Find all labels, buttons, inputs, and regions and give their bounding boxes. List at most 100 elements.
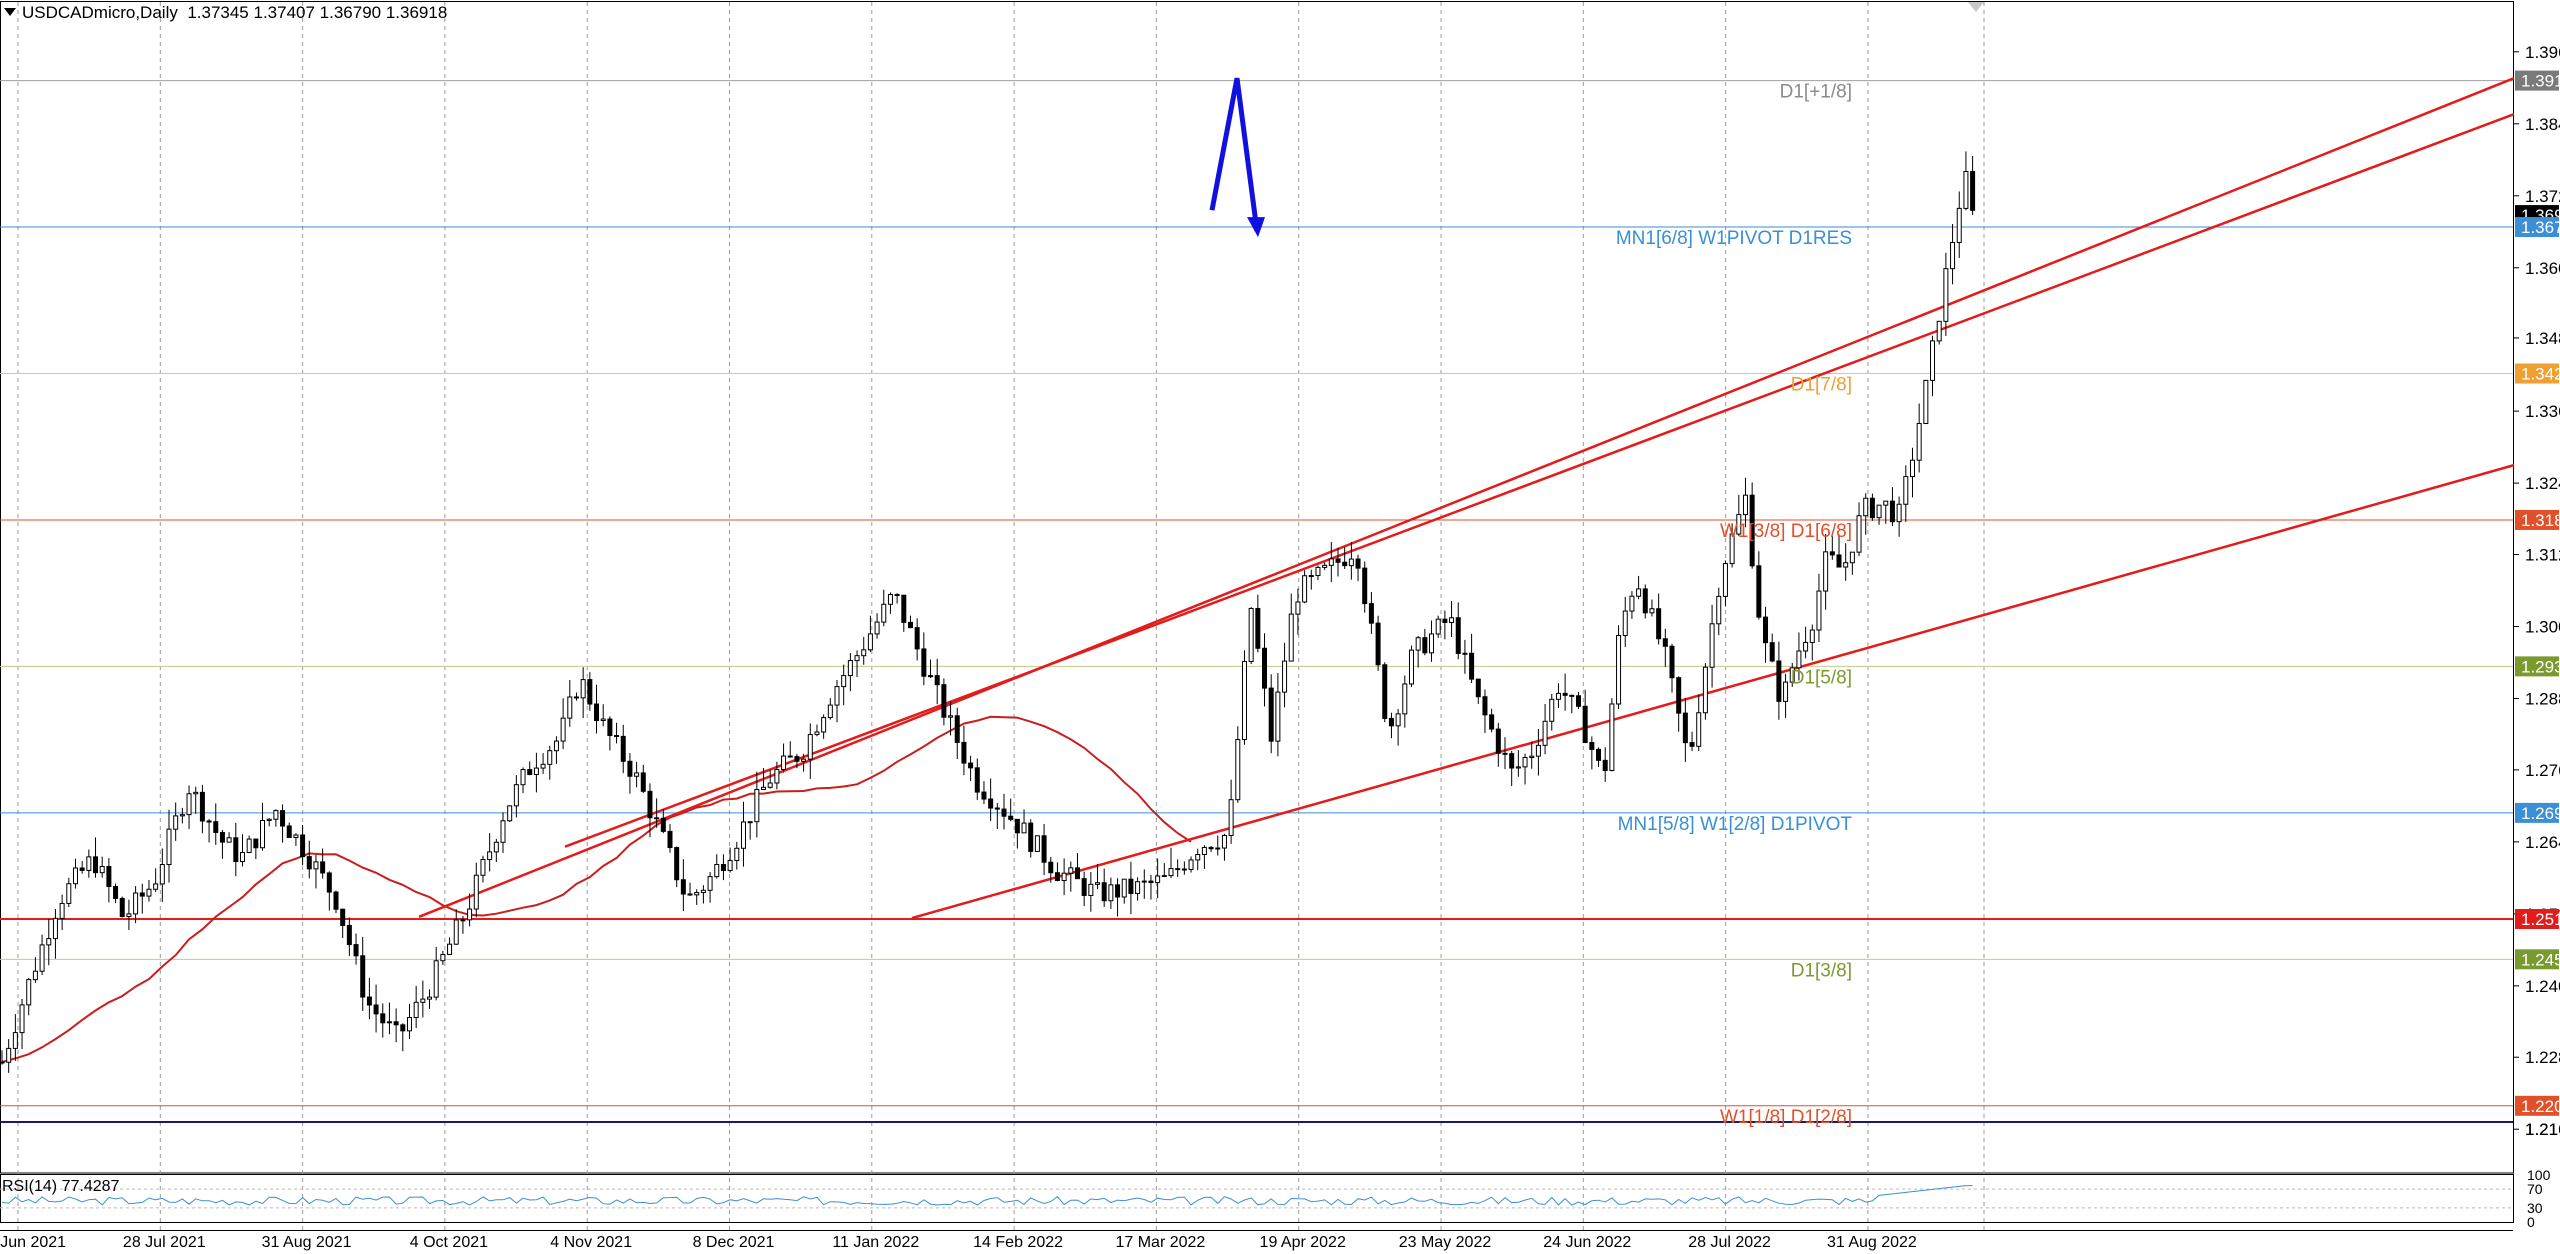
- candle-body: [1315, 566, 1321, 577]
- candle-body: [1328, 558, 1334, 566]
- candle-body: [1696, 712, 1702, 747]
- price-tick-label: 1.30060: [2525, 617, 2560, 636]
- price-tick-label: 1.21680: [2525, 1120, 2560, 1139]
- candle-body: [253, 838, 259, 849]
- candle-body: [1742, 494, 1748, 516]
- candle-body: [1235, 739, 1241, 801]
- candle-body: [1308, 575, 1314, 578]
- ma-line: [1, 715, 1192, 1063]
- candle-body: [727, 860, 733, 871]
- candle-body: [1876, 504, 1882, 519]
- candle-body: [614, 735, 620, 738]
- rsi-tick-label: 70: [2527, 1181, 2543, 1197]
- candle-body: [674, 847, 680, 881]
- candle-body: [700, 889, 706, 894]
- candle-body: [1462, 652, 1468, 655]
- candle-body: [1355, 558, 1361, 569]
- candle-body: [1148, 880, 1154, 884]
- candle-body: [694, 892, 700, 896]
- candle-body: [1342, 561, 1348, 567]
- time-tick-label: 23 May 2022: [1399, 1234, 1492, 1251]
- candle-body: [1108, 884, 1114, 902]
- candle-body: [981, 791, 987, 800]
- candle-body: [1702, 666, 1708, 714]
- arrow-path: [1209, 77, 1260, 232]
- candle-body: [119, 897, 125, 917]
- candle-body: [907, 621, 913, 629]
- candle-body: [86, 856, 92, 871]
- candle-body: [754, 788, 760, 823]
- candle-body: [1221, 834, 1227, 849]
- level-label: W1[1/8] D1[2/8]: [1720, 1107, 1852, 1128]
- candle-body: [1295, 601, 1301, 615]
- candle-body: [79, 867, 85, 871]
- forecast-arrow: [1209, 77, 1265, 238]
- candle-body: [1803, 641, 1809, 652]
- price-tag-value: 1.31836: [2521, 511, 2560, 530]
- candle-body: [1662, 638, 1668, 647]
- candle-body: [139, 892, 145, 897]
- candle-body: [1021, 822, 1027, 834]
- candle-body: [1201, 846, 1207, 855]
- candle-body: [380, 1013, 386, 1024]
- candle-body: [1903, 476, 1909, 505]
- level-lines: [0, 80, 2513, 1124]
- price-tag-value: 1.25184: [2521, 910, 2560, 929]
- candle-body: [306, 856, 312, 870]
- candle-body: [901, 594, 907, 623]
- candle-body: [333, 891, 339, 910]
- candle-body: [714, 864, 720, 878]
- price-tick-label: 1.37240: [2525, 187, 2560, 206]
- time-tick-label: 14 Feb 2022: [973, 1234, 1063, 1251]
- candle-body: [928, 675, 934, 678]
- candle-body: [320, 861, 326, 874]
- candle-body: [1783, 681, 1789, 702]
- candle-body: [1722, 563, 1728, 597]
- candle-body: [1041, 835, 1047, 863]
- candle-body: [1175, 868, 1181, 871]
- level-label: D1[+1/8]: [1780, 82, 1852, 103]
- candle-body: [1923, 379, 1929, 424]
- candle-body: [1115, 884, 1121, 898]
- candle-body: [1101, 882, 1107, 902]
- candle-body: [1636, 588, 1642, 597]
- candle-body: [453, 919, 459, 945]
- candle-body: [767, 782, 773, 788]
- level-label: MN1[5/8] W1[2/8] D1PIVOT: [1618, 814, 1853, 835]
- candle-body: [106, 866, 112, 887]
- candle-body: [1215, 847, 1221, 850]
- candle-body: [447, 943, 453, 955]
- candle-body: [353, 944, 359, 957]
- candle-body: [1776, 660, 1782, 702]
- candle-body: [1141, 880, 1147, 883]
- candle-body: [647, 790, 653, 819]
- candle-body: [1843, 562, 1849, 568]
- candle-body: [934, 675, 940, 686]
- candle-body: [366, 996, 372, 1006]
- price-tick-label: 1.28860: [2525, 689, 2560, 708]
- candle-body: [1054, 872, 1060, 882]
- time-tick-label: 31 Aug 2022: [1827, 1234, 1917, 1251]
- candle-body: [1208, 846, 1214, 850]
- candle-body: [1669, 645, 1675, 679]
- candle-body: [527, 769, 533, 776]
- symbol-menu-icon[interactable]: [4, 8, 16, 16]
- price-tick-label: 1.21680: [2525, 1120, 2560, 1139]
- price-tick-label: 1.39640: [2525, 43, 2560, 62]
- candle-body: [1422, 637, 1428, 654]
- candle-body: [801, 758, 807, 762]
- price-tag-value: 1.39160: [2521, 72, 2560, 91]
- candle-body: [1729, 533, 1735, 565]
- candle-body: [1288, 613, 1294, 662]
- candle-body: [640, 772, 646, 792]
- time-tick-label: 24 Jun 2021: [0, 1234, 66, 1251]
- candle-body: [1823, 551, 1829, 592]
- candle-body: [1489, 714, 1495, 730]
- trendline: [911, 463, 2515, 920]
- candle-body: [1609, 703, 1615, 771]
- candle-body: [1970, 171, 1976, 211]
- candle-body: [313, 861, 319, 870]
- candle-body: [968, 762, 974, 769]
- candle-body: [1262, 647, 1268, 689]
- candle-body: [567, 696, 573, 719]
